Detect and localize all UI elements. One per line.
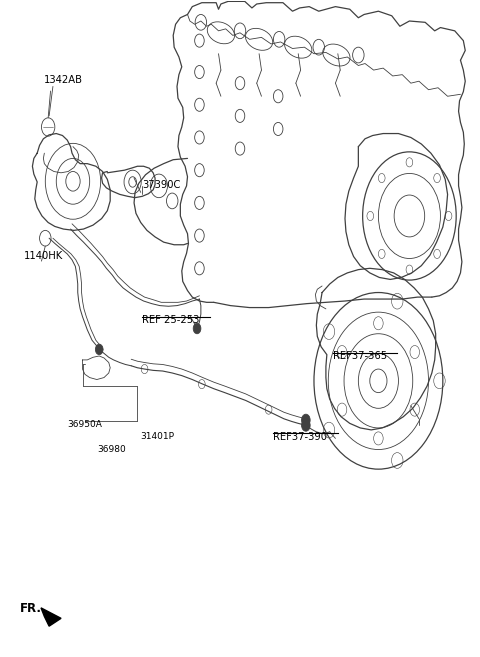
Circle shape bbox=[96, 344, 103, 355]
Polygon shape bbox=[41, 608, 61, 626]
Text: REF 25-253: REF 25-253 bbox=[142, 315, 200, 325]
Text: 36980: 36980 bbox=[97, 445, 126, 454]
Circle shape bbox=[193, 323, 201, 334]
Text: 36950A: 36950A bbox=[67, 420, 102, 429]
Text: FR.: FR. bbox=[20, 602, 42, 615]
Circle shape bbox=[301, 419, 310, 431]
Text: 1342AB: 1342AB bbox=[43, 75, 83, 85]
Text: 37390C: 37390C bbox=[142, 180, 180, 190]
Text: REF37-365: REF37-365 bbox=[333, 351, 387, 361]
Text: REF37-390: REF37-390 bbox=[274, 432, 327, 442]
Text: 31401P: 31401P bbox=[141, 432, 175, 441]
Circle shape bbox=[301, 414, 310, 426]
Text: 1140HK: 1140HK bbox=[24, 251, 63, 261]
